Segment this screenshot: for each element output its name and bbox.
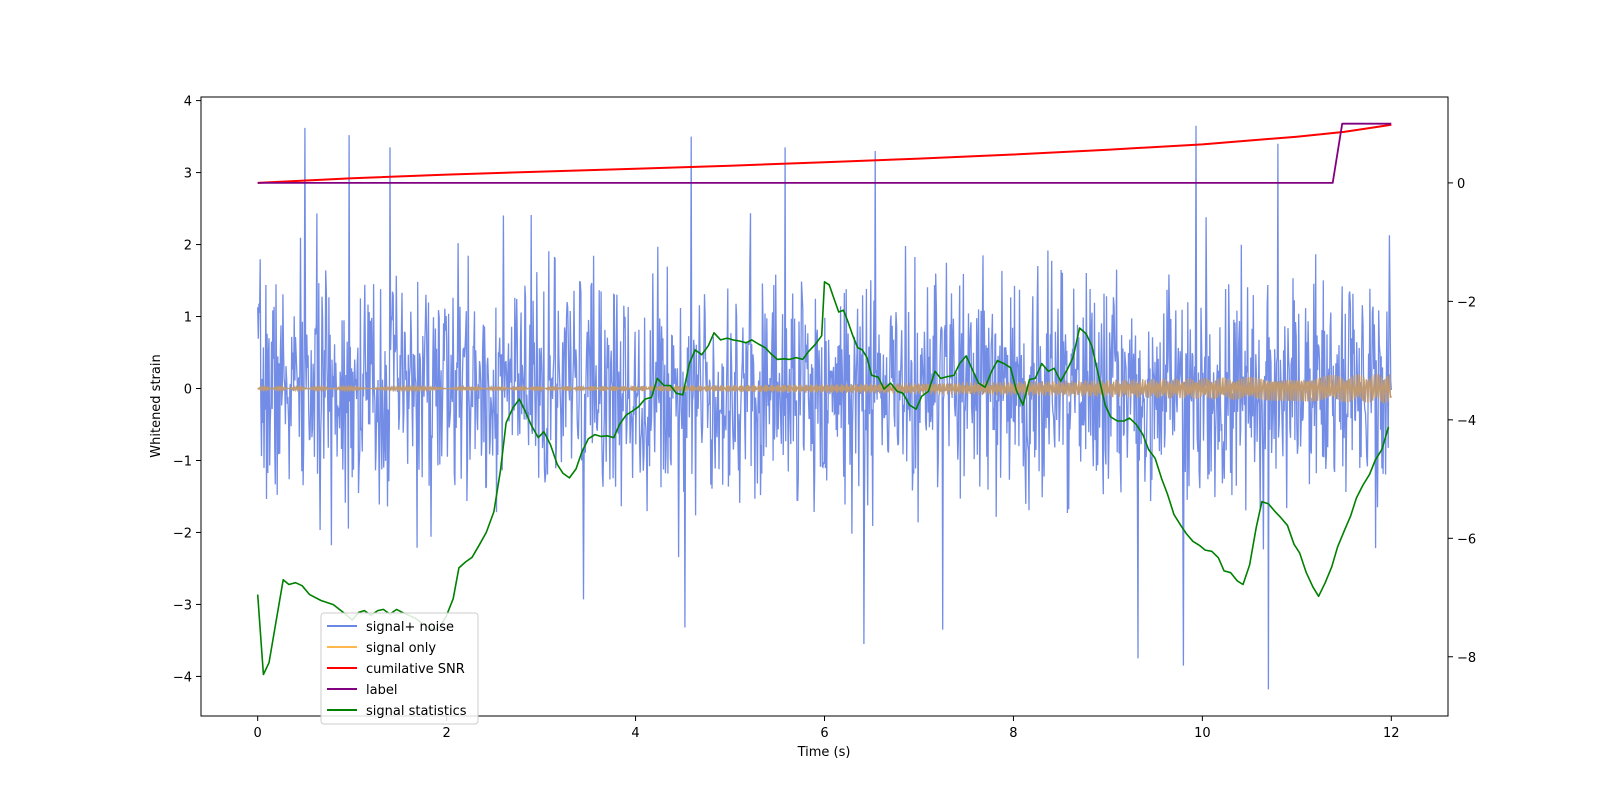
y2-tick-label: −2 — [1457, 295, 1476, 310]
legend-entry-statistics: signal statistics — [327, 704, 467, 719]
legend: signal+ noise signal only cumilative SNR… — [320, 612, 479, 725]
y-tick-label: −3 — [173, 598, 192, 613]
y-tick-label: 1 — [184, 311, 192, 326]
legend-label-signal-noise: signal+ noise — [366, 620, 454, 635]
x-tick-label: 0 — [254, 726, 262, 741]
legend-label-snr: cumilative SNR — [366, 662, 465, 677]
x-axis-label: Time (s) — [797, 745, 851, 760]
legend-entry-label: label — [327, 683, 397, 698]
y-tick-label: −2 — [173, 526, 192, 541]
legend-entry-signal-noise: signal+ noise — [327, 620, 454, 635]
legend-label-statistics: signal statistics — [366, 704, 467, 719]
y2-tick-label: −4 — [1457, 414, 1476, 429]
y-tick-label: 4 — [184, 95, 192, 110]
x-tick-label: 10 — [1194, 726, 1211, 741]
legend-label-label: label — [366, 683, 397, 698]
series-signal-statistics — [256, 281, 1390, 676]
series-label — [257, 122, 1392, 184]
legend-label-signal-only: signal only — [366, 641, 436, 656]
x-tick-label: 6 — [820, 726, 828, 741]
y-tick-label: −1 — [173, 454, 192, 469]
legend-box — [320, 612, 479, 725]
series-layer — [256, 122, 1392, 690]
x-tick-label: 12 — [1383, 726, 1400, 741]
y-tick-label: 3 — [184, 167, 192, 182]
y-axis-label: Whitened strain — [149, 354, 164, 457]
y2-tick-label: 0 — [1457, 177, 1465, 192]
y2-tick-label: −6 — [1457, 532, 1476, 547]
legend-entry-signal-only: signal only — [327, 641, 436, 656]
y-tick-label: 0 — [184, 383, 192, 398]
legend-entry-snr: cumilative SNR — [327, 662, 465, 677]
y-tick-label: −4 — [173, 670, 192, 685]
y-tick-label: 2 — [184, 239, 192, 254]
series-signal-only — [257, 373, 1392, 404]
x-tick-label: 8 — [1009, 726, 1017, 741]
x-tick-label: 4 — [631, 726, 639, 741]
series-cumulative-snr — [257, 123, 1392, 184]
x-tick-label: 2 — [442, 726, 450, 741]
y2-tick-label: −8 — [1457, 651, 1476, 666]
